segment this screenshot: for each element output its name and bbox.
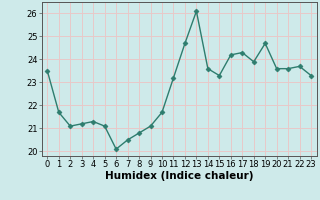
X-axis label: Humidex (Indice chaleur): Humidex (Indice chaleur) bbox=[105, 171, 253, 181]
